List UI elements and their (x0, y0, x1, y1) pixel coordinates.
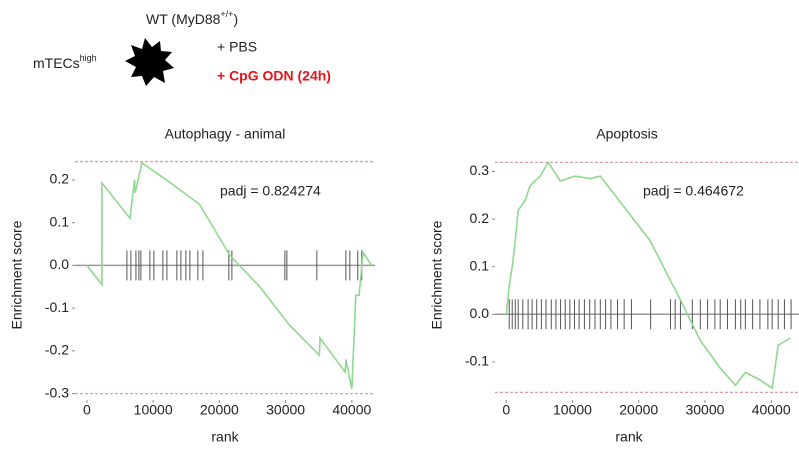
enrichment-line (505, 160, 791, 390)
y-tick-label: 0.3 (470, 162, 490, 178)
x-axis-label: rank (211, 429, 239, 445)
y-tick-label: -0.2 (45, 342, 69, 358)
strain: WT (MyD88+/+) (146, 9, 238, 26)
chart-title: Apoptosis (596, 126, 657, 142)
cell-icon (125, 38, 174, 86)
x-tick-label: 10000 (134, 402, 173, 418)
cells: mTECshigh (33, 53, 97, 70)
x-tick-label: 0 (83, 402, 91, 418)
cells-text: mTECs (33, 55, 80, 71)
y-tick-label: 0.0 (50, 256, 70, 272)
x-tick-label: 40000 (332, 402, 371, 418)
y-tick-label: -0.1 (465, 353, 489, 369)
enrichment-line (86, 161, 373, 390)
padj-annotation: padj = 0.464672 (643, 183, 744, 199)
y-tick-label: 0.2 (50, 171, 70, 187)
x-tick-label: 10000 (553, 402, 592, 418)
y-tick-label: 0.2 (470, 210, 490, 226)
strain-sup: +/+ (220, 9, 233, 19)
x-tick-label: 30000 (266, 402, 305, 418)
treatment-cpg: + CpG ODN (24h) (217, 68, 331, 84)
x-axis-label: rank (615, 429, 643, 445)
x-tick-label: 30000 (685, 402, 724, 418)
x-tick-label: 20000 (200, 402, 239, 418)
cells-sup: high (80, 53, 97, 63)
chart-title: Autophagy - animal (165, 126, 286, 142)
x-tick-label: 40000 (752, 402, 791, 418)
x-tick-label: 20000 (619, 402, 658, 418)
y-tick-label: -0.1 (45, 299, 69, 315)
strain-end: ) (233, 11, 238, 27)
y-tick-label: 0.1 (470, 257, 490, 273)
y-tick-label: 0.1 (50, 213, 70, 229)
y-axis-label: Enrichment score (429, 220, 445, 329)
y-tick-label: 0.0 (470, 305, 490, 321)
padj-annotation: padj = 0.824274 (220, 183, 321, 199)
y-axis-label: Enrichment score (9, 220, 25, 329)
treatment-pbs: + PBS (217, 39, 257, 55)
strain-text: WT (MyD88 (146, 11, 221, 27)
y-tick-label: -0.3 (45, 384, 69, 400)
x-tick-label: 0 (502, 402, 510, 418)
